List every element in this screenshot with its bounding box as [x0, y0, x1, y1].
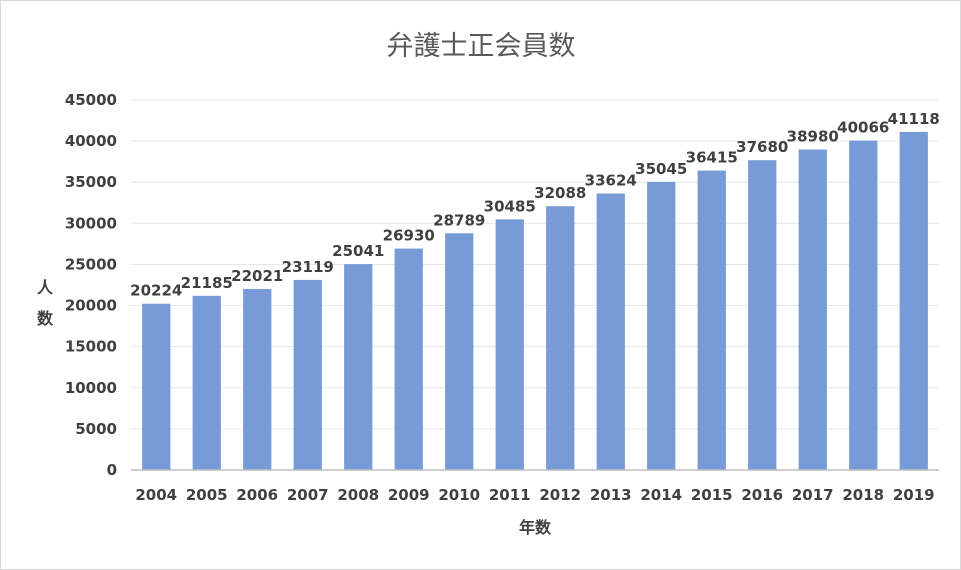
- y-tick-label: 25000: [65, 255, 117, 273]
- x-tick-label: 2004: [135, 486, 177, 504]
- x-tick-label: 2010: [438, 486, 480, 504]
- x-tick-label: 2019: [893, 486, 935, 504]
- bar: [495, 219, 524, 470]
- data-label: 38980: [787, 127, 839, 145]
- y-axis-ticks: 0 5000 10000 15000 20000 25000 30000 35000 40000…: [65, 91, 117, 479]
- y-axis-title-char: 人: [37, 278, 54, 297]
- y-tick-label: 45000: [65, 91, 117, 109]
- x-tick-label: 2006: [236, 486, 278, 504]
- data-label: 25041: [332, 242, 384, 260]
- data-label: 36415: [686, 149, 738, 167]
- data-label: 30485: [484, 197, 536, 215]
- bar: [192, 295, 221, 470]
- data-label: 33624: [585, 172, 637, 190]
- y-tick-label: 15000: [65, 338, 117, 356]
- bar: [849, 140, 878, 470]
- bar: [394, 248, 423, 470]
- x-axis-ticks: 2004 2005 2006 2007 2008 2009 2010 2011 2012 2013…: [135, 486, 934, 504]
- y-tick-label: 5000: [75, 420, 117, 438]
- bar: [748, 160, 777, 471]
- bar: [445, 233, 474, 470]
- y-axis-title: 人数: [37, 278, 54, 328]
- x-tick-label: 2011: [489, 486, 531, 504]
- data-label: 23119: [282, 258, 334, 276]
- x-tick-label: 2014: [640, 486, 682, 504]
- data-labels: 2022421185220212311925041269302878930485…: [130, 110, 940, 300]
- y-tick-label: 0: [107, 461, 117, 479]
- bar: [293, 279, 322, 470]
- y-axis-title-char: 数: [37, 309, 54, 328]
- bar: [899, 131, 928, 470]
- x-tick-label: 2015: [691, 486, 733, 504]
- data-label: 22021: [231, 267, 283, 285]
- data-label: 35045: [635, 160, 687, 178]
- data-label: 20224: [130, 282, 182, 300]
- data-label: 37680: [736, 138, 788, 156]
- y-tick-label: 30000: [65, 214, 117, 232]
- bar: [697, 170, 726, 471]
- x-tick-label: 2005: [186, 486, 228, 504]
- bar: [344, 264, 373, 470]
- x-tick-label: 2009: [388, 486, 430, 504]
- chart-title: 弁護士正会員数: [387, 31, 576, 62]
- y-tick-label: 35000: [65, 173, 117, 191]
- data-label: 21185: [181, 274, 233, 292]
- x-tick-label: 2017: [792, 486, 834, 504]
- bar: [142, 303, 171, 470]
- x-tick-label: 2016: [741, 486, 783, 504]
- y-tick-label: 20000: [65, 297, 117, 315]
- x-tick-label: 2018: [842, 486, 884, 504]
- bar: [647, 181, 676, 470]
- bar: [596, 193, 625, 470]
- x-tick-label: 2013: [590, 486, 632, 504]
- x-tick-label: 2007: [287, 486, 329, 504]
- x-tick-label: 2012: [539, 486, 581, 504]
- bar: [546, 206, 575, 470]
- y-tick-label: 40000: [65, 132, 117, 150]
- bar: [798, 149, 827, 470]
- x-axis-title: 年数: [519, 518, 552, 537]
- x-tick-label: 2008: [337, 486, 379, 504]
- y-tick-label: 10000: [65, 379, 117, 397]
- bar: [243, 288, 272, 470]
- data-label: 40066: [837, 119, 889, 137]
- data-label: 26930: [383, 227, 435, 245]
- data-label: 32088: [534, 184, 586, 202]
- data-label: 28789: [433, 211, 485, 229]
- bars: [142, 131, 928, 471]
- data-label: 41118: [888, 110, 940, 128]
